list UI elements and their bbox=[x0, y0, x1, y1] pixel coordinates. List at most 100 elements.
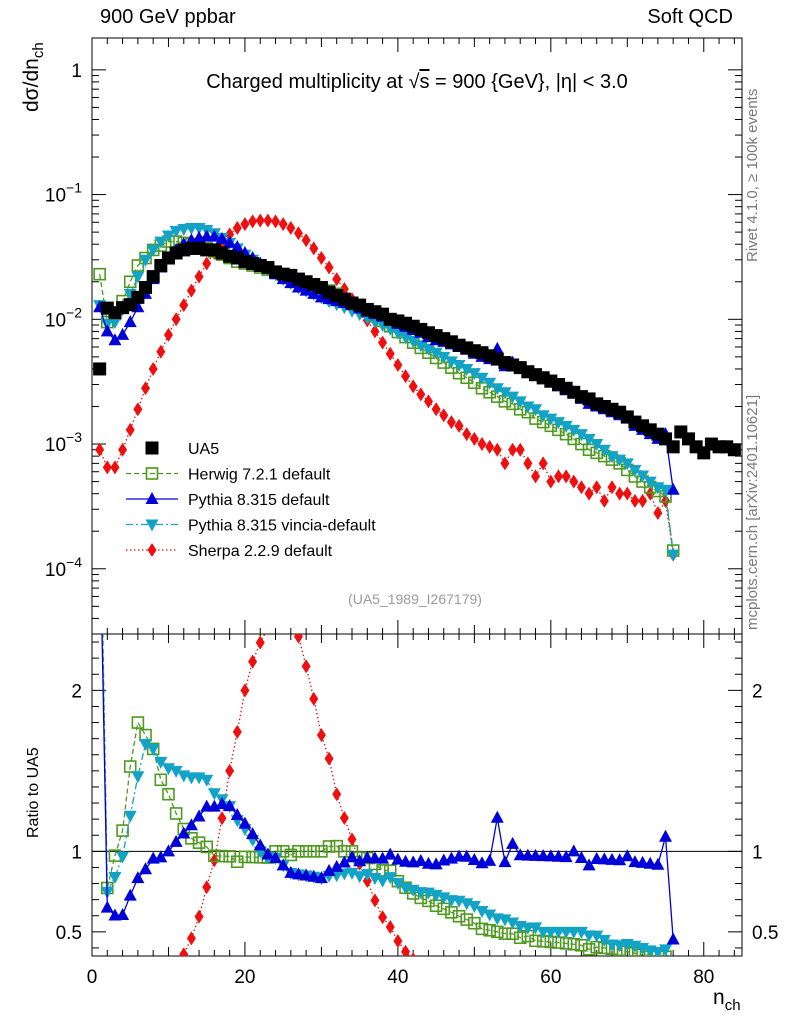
ratio-point-sherpa-2-2-9-default bbox=[141, 980, 150, 994]
data-point-pythia-8-315-vincia-default bbox=[490, 383, 504, 396]
data-point-sherpa-2-2-9-default bbox=[248, 214, 258, 229]
ratio-point-sherpa-2-2-9-default bbox=[217, 811, 227, 826]
ratio-point-sherpa-2-2-9-default bbox=[279, 599, 288, 613]
data-point-sherpa-2-2-9-default bbox=[622, 486, 632, 501]
ratio-point-sherpa-2-2-9-default bbox=[164, 966, 173, 980]
data-point-pythia-8-315-vincia-default bbox=[421, 343, 435, 356]
ratio-point-pythia-8-315-vincia-default bbox=[146, 743, 160, 756]
data-point-pythia-8-315-default bbox=[230, 239, 244, 252]
data-point-sherpa-2-2-9-default bbox=[171, 312, 181, 327]
ratio-point-sherpa-2-2-9-default bbox=[324, 751, 334, 766]
ratio-point-sherpa-2-2-9-default bbox=[186, 931, 196, 946]
ratio-point-sherpa-2-2-9-default bbox=[416, 957, 425, 971]
ratio-point-sherpa-2-2-9-default bbox=[194, 909, 204, 924]
y-axis-title: dσ/dnch bbox=[20, 42, 47, 112]
data-point-pythia-8-315-vincia-default bbox=[131, 271, 145, 284]
ratio-point-sherpa-2-2-9-default bbox=[516, 970, 525, 984]
ratio-point-sherpa-2-2-9-default bbox=[301, 659, 311, 674]
ratio-point-pythia-8-315-vincia-default bbox=[659, 944, 673, 956]
data-point-sherpa-2-2-9-default bbox=[546, 474, 556, 489]
ratio-point-sherpa-2-2-9-default bbox=[592, 971, 601, 985]
data-point-pythia-8-315-vincia-default bbox=[628, 464, 642, 477]
data-point-sherpa-2-2-9-default bbox=[378, 335, 388, 350]
ratio-point-pythia-8-315-default bbox=[353, 854, 367, 867]
data-point-sherpa-2-2-9-default bbox=[255, 213, 265, 228]
ratio-point-sherpa-2-2-9-default bbox=[271, 596, 280, 610]
data-point-pythia-8-315-default bbox=[123, 315, 137, 328]
data-point-pythia-8-315-vincia-default bbox=[590, 439, 604, 452]
data-point-pythia-8-315-vincia-default bbox=[551, 417, 565, 430]
ratio-point-sherpa-2-2-9-default bbox=[393, 933, 403, 948]
data-point-pythia-8-315-vincia-default bbox=[161, 230, 175, 243]
data-point-pythia-8-315-vincia-default bbox=[444, 356, 458, 369]
data-point-sherpa-2-2-9-default bbox=[156, 344, 166, 359]
ratio-point-pythia-8-315-default bbox=[460, 849, 474, 862]
ratio-point-herwig-7-2-1-default bbox=[215, 849, 229, 863]
data-point-sherpa-2-2-9-default bbox=[607, 480, 617, 495]
data-point-sherpa-2-2-9-default bbox=[125, 422, 135, 437]
ratio-point-herwig-7-2-1-default bbox=[575, 938, 588, 952]
ratio-point-sherpa-2-2-9-default bbox=[478, 976, 487, 990]
ratio-point-sherpa-2-2-9-default bbox=[255, 635, 265, 650]
ratio-point-herwig-7-2-1-default bbox=[139, 728, 152, 742]
data-point-sherpa-2-2-9-default bbox=[638, 493, 648, 508]
ratio-point-sherpa-2-2-9-default bbox=[225, 763, 235, 778]
ratio-point-pythia-8-315-default bbox=[223, 799, 237, 812]
x-tick-label: 60 bbox=[540, 967, 561, 988]
ratio-point-pythia-8-315-default bbox=[429, 857, 443, 870]
ratio-point-sherpa-2-2-9-default bbox=[385, 920, 395, 935]
ratio-point-pythia-8-315-default bbox=[636, 855, 650, 868]
data-point-sherpa-2-2-9-default bbox=[592, 480, 602, 495]
ratio-point-pythia-8-315-default bbox=[276, 858, 290, 871]
ratio-point-pythia-8-315-default bbox=[230, 807, 244, 820]
data-point-sherpa-2-2-9-default bbox=[469, 431, 479, 446]
data-point-sherpa-2-2-9-default bbox=[293, 226, 303, 241]
data-point-pythia-8-315-vincia-default bbox=[429, 347, 443, 360]
ratio-point-sherpa-2-2-9-default bbox=[523, 976, 532, 990]
ratio-point-sherpa-2-2-9-default bbox=[110, 996, 119, 1010]
ratio-point-sherpa-2-2-9-default bbox=[447, 969, 456, 983]
ratio-point-herwig-7-2-1-default bbox=[208, 849, 221, 863]
series-line-pythia-8-315-default bbox=[99, 235, 674, 490]
ratio-line-sherpa-2-2-9-default bbox=[181, 634, 411, 956]
data-point-pythia-8-315-vincia-default bbox=[154, 236, 168, 249]
data-point-sherpa-2-2-9-default bbox=[508, 442, 518, 457]
ratio-point-pythia-8-315-default bbox=[261, 847, 275, 860]
data-point-sherpa-2-2-9-default bbox=[309, 241, 319, 256]
ratio-point-pythia-8-315-vincia-default bbox=[200, 774, 214, 787]
ratio-point-pythia-8-315-default bbox=[376, 851, 390, 864]
data-point-sherpa-2-2-9-default bbox=[316, 251, 326, 266]
ratio-point-pythia-8-315-vincia-default bbox=[475, 905, 489, 918]
ratio-point-pythia-8-315-default bbox=[307, 869, 321, 882]
data-point-sherpa-2-2-9-default bbox=[186, 283, 196, 298]
data-point-sherpa-2-2-9-default bbox=[569, 474, 579, 489]
legend-label-herwig-7-2-1-default: Herwig 7.2.1 default bbox=[188, 467, 331, 484]
data-point-sherpa-2-2-9-default bbox=[531, 469, 541, 484]
data-point-pythia-8-315-vincia-default bbox=[460, 363, 474, 376]
data-point-pythia-8-315-vincia-default bbox=[146, 244, 160, 257]
ratio-point-pythia-8-315-default bbox=[414, 854, 428, 867]
ratio-point-pythia-8-315-default bbox=[345, 850, 359, 863]
data-point-sherpa-2-2-9-default bbox=[202, 256, 212, 271]
ratio-point-pythia-8-315-default bbox=[330, 859, 344, 872]
ratio-point-pythia-8-315-vincia-default bbox=[667, 985, 680, 997]
ratio-point-sherpa-2-2-9-default bbox=[401, 944, 411, 956]
ratio-point-herwig-7-2-1-default bbox=[460, 913, 474, 926]
ratio-point-pythia-8-315-vincia-default bbox=[169, 765, 183, 778]
data-point-pythia-8-315-default bbox=[215, 232, 229, 245]
ratio-point-sherpa-2-2-9-default bbox=[133, 985, 142, 999]
ratio-point-pythia-8-315-vincia-default bbox=[93, 484, 106, 496]
x-tick-label: 20 bbox=[234, 967, 255, 988]
data-point-sherpa-2-2-9-default bbox=[599, 493, 609, 508]
ratio-point-sherpa-2-2-9-default bbox=[493, 975, 502, 989]
ratio-point-sherpa-2-2-9-default bbox=[293, 634, 303, 644]
ratio-point-sherpa-2-2-9-default bbox=[370, 893, 380, 908]
data-point-ua5 bbox=[146, 270, 160, 284]
ratio-point-herwig-7-2-1-default bbox=[668, 983, 679, 994]
ratio-point-herwig-7-2-1-default bbox=[169, 807, 183, 820]
ratio-point-pythia-8-315-default bbox=[490, 810, 504, 823]
ratio-point-pythia-8-315-vincia-default bbox=[574, 926, 588, 939]
x-tick-label: 80 bbox=[693, 967, 714, 988]
ratio-point-sherpa-2-2-9-default bbox=[118, 994, 127, 1008]
